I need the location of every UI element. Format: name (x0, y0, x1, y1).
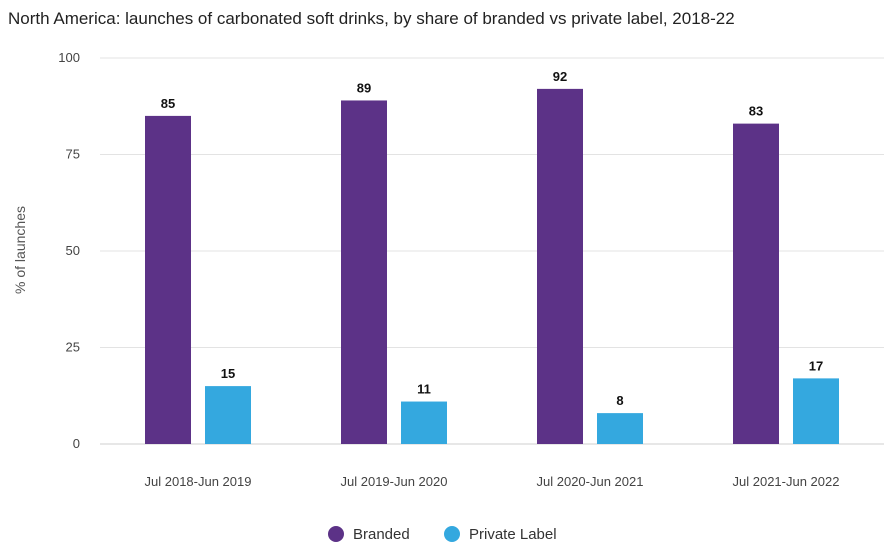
bar-branded (341, 100, 387, 445)
legend: Branded Private Label (328, 526, 557, 543)
bar-private-label (597, 413, 643, 444)
x-tick-label: Jul 2021-Jun 2022 (733, 474, 840, 489)
bar-private-label (793, 378, 839, 444)
x-tick-label: Jul 2020-Jun 2021 (537, 474, 644, 489)
data-label: 92 (553, 69, 567, 84)
legend-label: Private Label (469, 526, 557, 543)
x-tick-label: Jul 2019-Jun 2020 (341, 474, 448, 489)
x-tick-label: Jul 2018-Jun 2019 (145, 474, 252, 489)
y-axis-ticks: 0 25 50 75 100 (58, 50, 80, 451)
y-tick-label: 25 (66, 340, 80, 355)
legend-label: Branded (353, 526, 410, 543)
data-label: 17 (809, 358, 823, 373)
data-label: 85 (161, 96, 175, 111)
y-axis-label: % of launches (12, 206, 28, 294)
bar-branded (733, 123, 779, 445)
chart-title: North America: launches of carbonated so… (8, 9, 735, 28)
legend-swatch (328, 526, 344, 542)
data-label: 89 (357, 80, 371, 95)
y-tick-label: 75 (66, 147, 80, 162)
bar-private-label (401, 401, 447, 444)
x-axis-ticks: Jul 2018-Jun 2019 Jul 2019-Jun 2020 Jul 20… (145, 474, 840, 489)
bar-private-label (205, 386, 251, 444)
y-tick-label: 0 (73, 436, 80, 451)
data-labels: 85 15 89 11 92 8 83 17 (161, 69, 823, 408)
bar-branded (145, 115, 191, 445)
y-tick-label: 100 (58, 50, 80, 65)
bar-branded (537, 88, 583, 444)
data-label: 83 (749, 104, 763, 119)
y-tick-label: 50 (66, 243, 80, 258)
data-label: 8 (616, 393, 623, 408)
data-label: 11 (417, 382, 431, 397)
bars (145, 88, 839, 445)
legend-item-private-label: Private Label (444, 526, 557, 543)
legend-swatch (444, 526, 460, 542)
legend-item-branded: Branded (328, 526, 410, 543)
data-label: 15 (221, 366, 235, 381)
